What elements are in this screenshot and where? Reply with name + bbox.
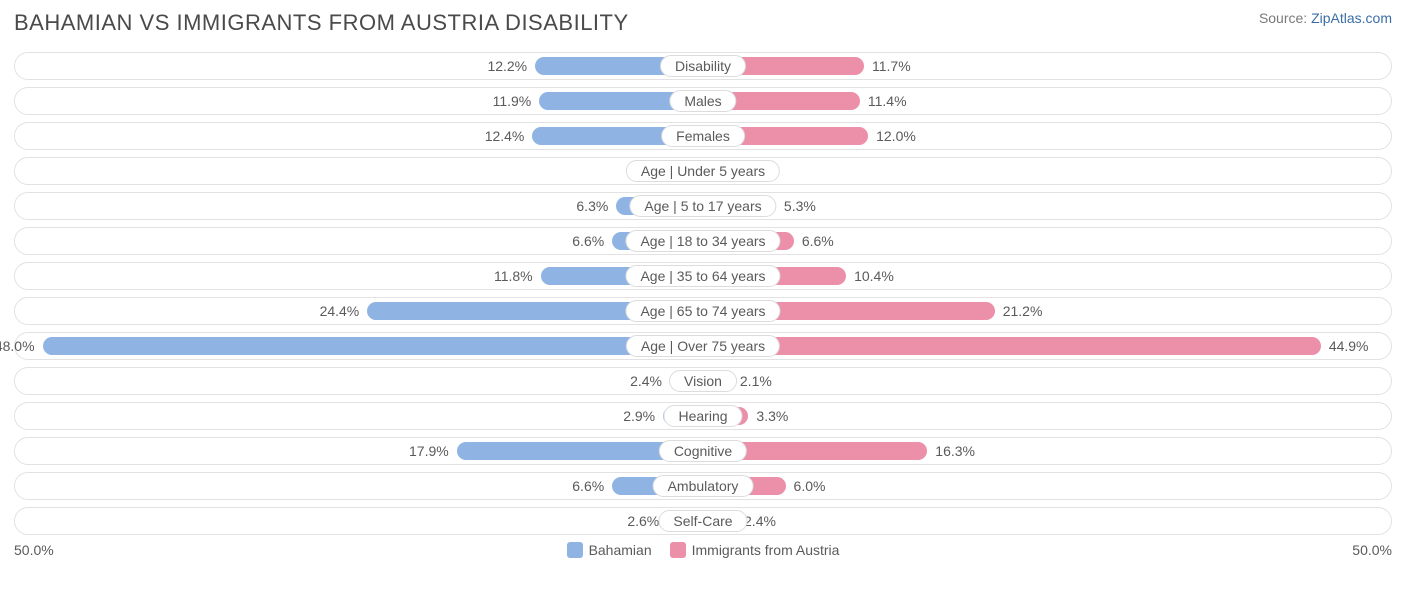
legend-swatch-left xyxy=(567,542,583,558)
bar-row: 17.9% 16.3% Cognitive xyxy=(14,437,1392,465)
value-label-right: 44.9% xyxy=(1329,338,1369,354)
category-pill: Age | Over 75 years xyxy=(626,335,780,357)
value-label-left: 24.4% xyxy=(320,303,360,319)
axis-right-max: 50.0% xyxy=(1352,542,1392,558)
value-label-left: 2.6% xyxy=(627,513,659,529)
value-label-left: 11.8% xyxy=(494,268,533,284)
bar-row: 2.9% 3.3% Hearing xyxy=(14,402,1392,430)
value-label-right: 6.6% xyxy=(802,233,834,249)
category-pill: Females xyxy=(661,125,745,147)
legend-item-right: Immigrants from Austria xyxy=(670,542,840,558)
axis-left-max: 50.0% xyxy=(14,542,54,558)
category-pill: Age | 5 to 17 years xyxy=(629,195,776,217)
chart-footer: 50.0% Bahamian Immigrants from Austria 5… xyxy=(14,542,1392,558)
source-attribution: Source: ZipAtlas.com xyxy=(1259,10,1392,26)
category-pill: Self-Care xyxy=(658,510,747,532)
value-label-left: 11.9% xyxy=(493,93,532,109)
legend-label-right: Immigrants from Austria xyxy=(692,542,840,558)
category-pill: Age | 35 to 64 years xyxy=(625,265,780,287)
category-pill: Cognitive xyxy=(659,440,747,462)
bar-row: 48.0%44.9%Age | Over 75 years xyxy=(14,332,1392,360)
value-label-right: 2.1% xyxy=(740,373,772,389)
value-label-right: 11.4% xyxy=(868,93,907,109)
value-label-right: 12.0% xyxy=(876,128,916,144)
bar-right xyxy=(703,337,1321,355)
category-pill: Males xyxy=(669,90,736,112)
value-label-right: 10.4% xyxy=(854,268,894,284)
bar-left xyxy=(43,337,703,355)
bar-row: 6.6% 6.0% Ambulatory xyxy=(14,472,1392,500)
category-pill: Hearing xyxy=(663,405,742,427)
value-label-right: 11.7% xyxy=(872,58,911,74)
bar-row: 11.9% 11.4% Males xyxy=(14,87,1392,115)
legend-item-left: Bahamian xyxy=(567,542,652,558)
value-label-left: 6.6% xyxy=(572,233,604,249)
diverging-bar-chart: 12.2% 11.7% Disability 11.9% 11.4% Males 12.4%… xyxy=(14,52,1392,535)
category-pill: Age | 18 to 34 years xyxy=(625,230,780,252)
value-label-right: 16.3% xyxy=(935,443,975,459)
value-label-left: 2.4% xyxy=(630,373,662,389)
value-label-right: 3.3% xyxy=(756,408,788,424)
bar-row: 12.4% 12.0% Females xyxy=(14,122,1392,150)
category-pill: Age | 65 to 74 years xyxy=(625,300,780,322)
header: BAHAMIAN VS IMMIGRANTS FROM AUSTRIA DISA… xyxy=(14,10,1392,36)
legend-swatch-right xyxy=(670,542,686,558)
bar-row: 24.4% 21.2% Age | 65 to 74 years xyxy=(14,297,1392,325)
bar-row: 2.4% 2.1%Vision xyxy=(14,367,1392,395)
source-prefix: Source: xyxy=(1259,10,1311,26)
bar-row: 2.6% 2.4%Self-Care xyxy=(14,507,1392,535)
source-link[interactable]: ZipAtlas.com xyxy=(1311,10,1392,26)
value-label-right: 6.0% xyxy=(794,478,826,494)
category-pill: Ambulatory xyxy=(653,475,754,497)
value-label-left: 12.4% xyxy=(485,128,525,144)
value-label-left: 17.9% xyxy=(409,443,449,459)
bar-row: 11.8% 10.4% Age | 35 to 64 years xyxy=(14,262,1392,290)
category-pill: Disability xyxy=(660,55,746,77)
bar-row: 6.6% 6.6% Age | 18 to 34 years xyxy=(14,227,1392,255)
value-label-right: 5.3% xyxy=(784,198,816,214)
value-label-left: 48.0% xyxy=(0,338,35,354)
chart-title: BAHAMIAN VS IMMIGRANTS FROM AUSTRIA DISA… xyxy=(14,10,629,36)
bar-row: 1.3%1.3%Age | Under 5 years xyxy=(14,157,1392,185)
category-pill: Vision xyxy=(669,370,737,392)
value-label-left: 6.3% xyxy=(576,198,608,214)
value-label-right: 21.2% xyxy=(1003,303,1043,319)
value-label-left: 6.6% xyxy=(572,478,604,494)
bar-row: 6.3% 5.3% Age | 5 to 17 years xyxy=(14,192,1392,220)
legend: Bahamian Immigrants from Austria xyxy=(567,542,840,558)
value-label-left: 12.2% xyxy=(487,58,527,74)
value-label-right: 2.4% xyxy=(744,513,776,529)
legend-label-left: Bahamian xyxy=(589,542,652,558)
value-label-left: 2.9% xyxy=(623,408,655,424)
chart-container: BAHAMIAN VS IMMIGRANTS FROM AUSTRIA DISA… xyxy=(0,0,1406,566)
bar-row: 12.2% 11.7% Disability xyxy=(14,52,1392,80)
category-pill: Age | Under 5 years xyxy=(626,160,780,182)
